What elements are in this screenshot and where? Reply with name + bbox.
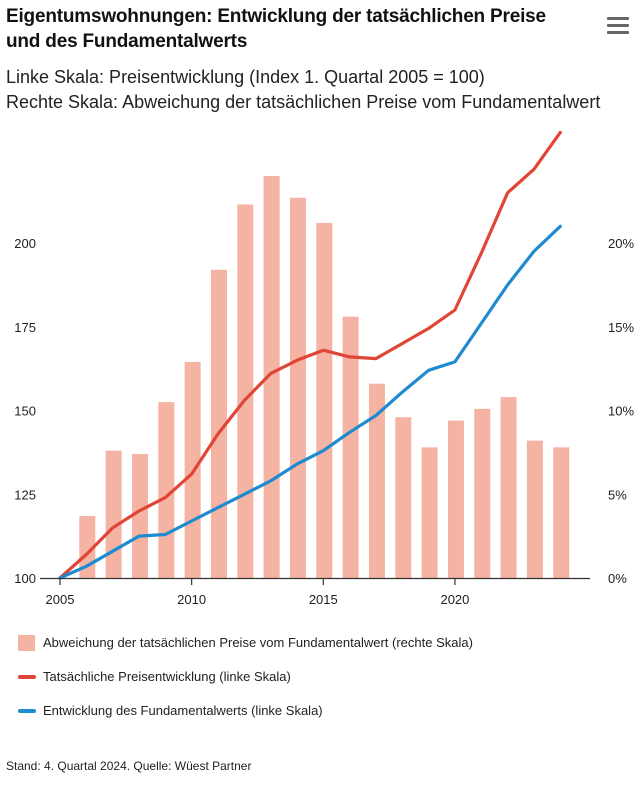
left-tick-label-200: 200 (14, 236, 36, 251)
legend-item-bars[interactable]: Abweichung der tatsächlichen Preise vom … (18, 626, 628, 660)
bar-2020 (447, 420, 464, 578)
legend-swatch-actual (18, 675, 36, 679)
menu-bar-top (607, 17, 629, 20)
chart-title: Eigentumswohnungen: Entwicklung der tats… (6, 6, 546, 52)
right-tick-label-20: 20% (608, 236, 634, 251)
legend-item-fundamental[interactable]: Entwicklung des Fundamentalwerts (linke … (18, 694, 628, 728)
right-tick-label-15: 15% (608, 320, 634, 335)
bar-2008 (131, 454, 148, 578)
bar-2018 (395, 417, 412, 578)
series-line-actual (58, 130, 562, 580)
bar-2021 (474, 408, 491, 578)
bar-2007 (105, 450, 122, 578)
bar-2012 (237, 204, 254, 578)
x-tick-label-2005: 2005 (46, 592, 75, 607)
left-tick-label-175: 175 (14, 320, 36, 335)
subtitle-right-scale: Rechte Skala: Abweichung der tatsächlich… (6, 92, 601, 112)
bar-2017 (368, 383, 385, 578)
legend-swatch-bars (18, 635, 35, 651)
subtitle-left-scale: Linke Skala: Preisentwicklung (Index 1. … (6, 67, 485, 87)
bar-2014 (289, 197, 306, 578)
chart-subtitle: Linke Skala: Preisentwicklung (Index 1. … (6, 65, 606, 115)
left-tick-label-150: 150 (14, 404, 36, 419)
legend-label-fundamental: Entwicklung des Fundamentalwerts (linke … (43, 703, 323, 718)
bars-layer (79, 176, 570, 578)
bar-2015 (316, 222, 333, 578)
menu-bar-middle (607, 24, 629, 27)
hamburger-menu-icon[interactable] (607, 17, 629, 35)
left-tick-label-125: 125 (14, 487, 36, 502)
x-tick-label-2015: 2015 (309, 592, 338, 607)
bar-2022 (500, 397, 517, 578)
x-tick-label-2020: 2020 (440, 592, 469, 607)
bar-2016 (342, 316, 359, 578)
axes-layer: 100 125 150 175 200 0% 5% 10% 15% 20% 2005 2010 2015… (14, 236, 634, 607)
bar-2023 (526, 440, 543, 578)
menu-bar-bottom (607, 31, 629, 34)
legend-label-actual: Tatsächliche Preisentwicklung (linke Ska… (43, 669, 291, 684)
lines-layer (58, 130, 562, 580)
chart-area: 100 125 150 175 200 0% 5% 10% 15% 20% 2005 2010 2015… (14, 130, 634, 607)
chart-legend: Abweichung der tatsächlichen Preise vom … (18, 626, 628, 728)
legend-label-bars: Abweichung der tatsächlichen Preise vom … (43, 635, 473, 650)
left-tick-label-100: 100 (14, 571, 36, 586)
source-note: Stand: 4. Quartal 2024. Quelle: Wüest Pa… (6, 759, 252, 773)
x-tick-label-2010: 2010 (177, 592, 206, 607)
right-tick-label-5: 5% (608, 487, 627, 502)
bar-2019 (421, 447, 438, 578)
legend-item-actual[interactable]: Tatsächliche Preisentwicklung (linke Ska… (18, 660, 628, 694)
bar-2024 (553, 447, 570, 578)
bar-2011 (210, 269, 227, 578)
right-tick-label-0: 0% (608, 571, 627, 586)
right-tick-label-10: 10% (608, 404, 634, 419)
legend-swatch-fundamental (18, 709, 36, 713)
series-line-fundamental (58, 224, 562, 580)
